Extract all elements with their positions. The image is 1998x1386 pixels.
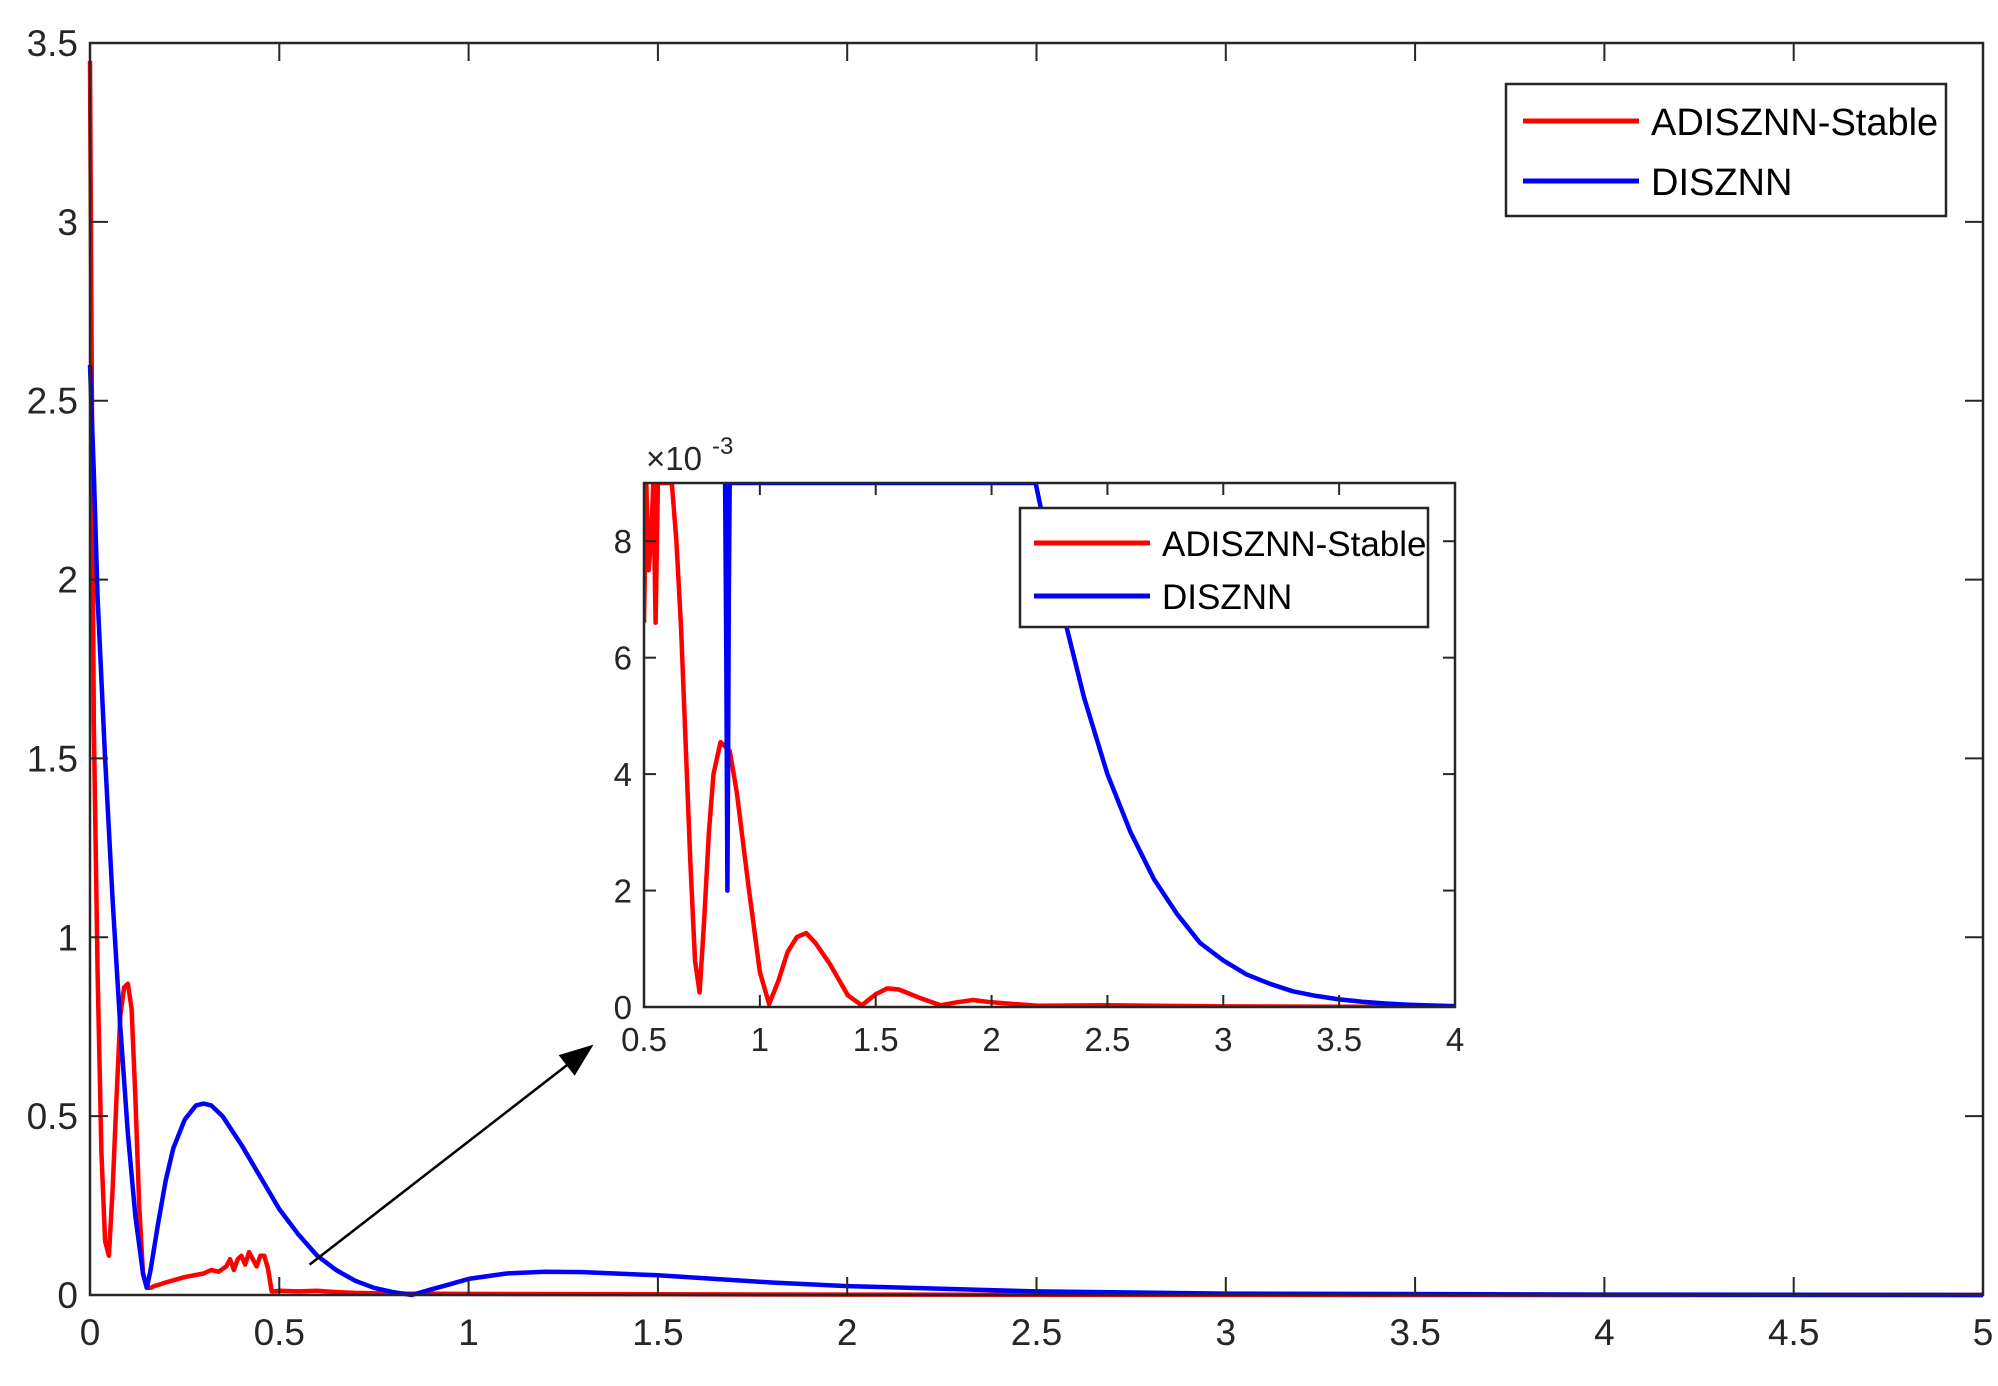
main-x-tick-label: 0 (80, 1312, 101, 1353)
inset-legend-box (1018, 506, 1430, 629)
main-x-tick-label: 4 (1594, 1312, 1615, 1353)
inset-legend-label-adisznn: ADISZNN-Stable (1162, 525, 1427, 564)
inset-y-tick-label: 2 (614, 873, 632, 910)
main-x-tick-label: 3.5 (1389, 1312, 1440, 1353)
inset-y-scale-exponent: -3 (712, 433, 733, 460)
inset-legend-label-disznn: DISZNN (1162, 578, 1292, 617)
main-x-tick-label: 1 (458, 1312, 479, 1353)
inset-series-adisznn-stable (644, 483, 1455, 1007)
inset-series-disznn (722, 483, 1455, 1007)
inset-y-tick-label: 4 (614, 756, 632, 793)
main-series-disznn (87, 364, 1984, 1298)
main-y-tick-label: 0 (57, 1275, 78, 1316)
inset-x-tick-label: 1 (751, 1021, 769, 1058)
main-series-adisznn-stable (87, 60, 1983, 1298)
inset-y-scale-label: ×10 (646, 440, 702, 477)
main-x-tick-label: 2.5 (1011, 1312, 1062, 1353)
arrow-head (558, 1044, 594, 1076)
main-y-tick-label: 3.5 (27, 23, 78, 64)
inset-x-tick-label: 2.5 (1084, 1021, 1130, 1058)
main-x-tick-label: 3 (1216, 1312, 1237, 1353)
inset-ticks-group: 0.5 1 1.5 2 2.5 3 3.5 4 0 2 4 6 8 (614, 483, 1464, 1058)
main-legend-label-disznn: DISZNN (1651, 162, 1792, 204)
main-y-tick-label: 2.5 (27, 381, 78, 422)
main-ticks-group: 0 0.5 1 1.5 2 2.5 3 3.5 4 4.5 500.511.522.533.5 (27, 23, 1994, 1353)
main-x-tick-label: 2 (837, 1312, 858, 1353)
inset-clip (644, 483, 1455, 1007)
inset-series-group (644, 483, 1455, 1007)
main-legend-label-adisznn: ADISZNN-Stable (1651, 102, 1938, 144)
inset-y-exponent: ×10 -3 (646, 433, 733, 477)
main-x-tick-label: 0.5 (254, 1312, 305, 1353)
inset-axes-box (642, 481, 1457, 1009)
main-y-tick-label: 3 (57, 202, 78, 243)
inset-x-tick-label: 3 (1214, 1021, 1232, 1058)
main-legend: ADISZNN-Stable DISZNN (1504, 82, 1948, 218)
inset-y-tick-label: 6 (614, 640, 632, 677)
main-y-tick-label: 1 (57, 917, 78, 958)
main-x-tick-label: 4.5 (1768, 1312, 1819, 1353)
inset-x-tick-label: 1.5 (853, 1021, 899, 1058)
inset-x-tick-label: 0.5 (621, 1021, 667, 1058)
main-legend-box (1504, 82, 1948, 218)
main-series-group (87, 60, 1984, 1298)
inset-y-tick-label: 8 (614, 523, 632, 560)
main-y-tick-label: 1.5 (27, 738, 78, 779)
inset-y-tick-label: 0 (614, 989, 632, 1026)
inset-x-tick-label: 4 (1446, 1021, 1464, 1058)
main-y-tick-label: 2 (57, 560, 78, 601)
main-annotation-arrow (308, 1044, 594, 1266)
main-x-tick-label: 5 (1973, 1312, 1994, 1353)
main-axes-box (88, 41, 1985, 1297)
main-x-tick-label: 1.5 (632, 1312, 683, 1353)
inset-plot: 0.5 1 1.5 2 2.5 3 3.5 4 0 2 4 6 8 ×10 -3 ADISZNN-Sta… (614, 433, 1465, 1058)
main-y-tick-label: 0.5 (27, 1096, 78, 1137)
inset-legend: ADISZNN-Stable DISZNN (1018, 506, 1430, 629)
inset-x-tick-label: 3.5 (1316, 1021, 1362, 1058)
inset-x-tick-label: 2 (982, 1021, 1000, 1058)
arrow-shaft (308, 1064, 568, 1266)
